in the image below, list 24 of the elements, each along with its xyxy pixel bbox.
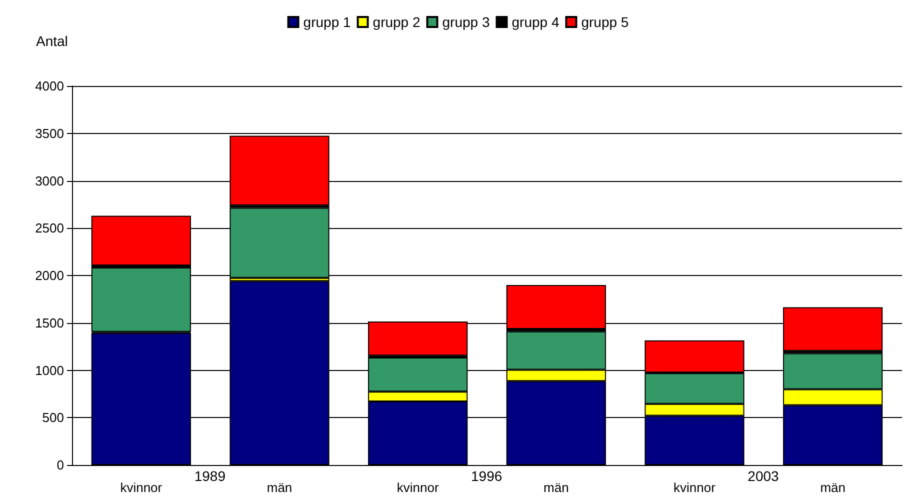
y-tick-label: 1500 xyxy=(35,315,64,330)
legend-label: grupp 1 xyxy=(303,14,351,30)
legend-label: grupp 4 xyxy=(512,14,560,30)
x-tick-label: kvinnor xyxy=(396,480,440,495)
y-tick-label: 4000 xyxy=(35,78,64,94)
x-tick-label: kvinnor xyxy=(674,480,716,495)
y-tick-label: 3500 xyxy=(35,126,64,141)
y-tick-label: 2500 xyxy=(35,220,64,236)
x-tick-label: män xyxy=(544,480,569,495)
text: 1996 xyxy=(471,468,502,484)
y-tick-label: 1000 xyxy=(35,362,64,378)
x-tick-label: kvinnor xyxy=(120,480,163,495)
legend-label: grupp 3 xyxy=(442,14,490,30)
x-tick-label: män xyxy=(820,480,846,495)
x-tick-label: män xyxy=(266,480,292,495)
y-tick-label: 2000 xyxy=(35,268,64,283)
legend-label: grupp 5 xyxy=(581,14,629,30)
legend-label: grupp 2 xyxy=(372,14,420,30)
y-tick-label: 500 xyxy=(42,410,64,426)
text: 1989 xyxy=(194,468,226,484)
text: 2003 xyxy=(748,468,780,484)
y-tick-label: 0 xyxy=(56,458,64,472)
y-tick-label: 3000 xyxy=(35,173,64,188)
y-axis-title: Antal xyxy=(36,33,68,49)
